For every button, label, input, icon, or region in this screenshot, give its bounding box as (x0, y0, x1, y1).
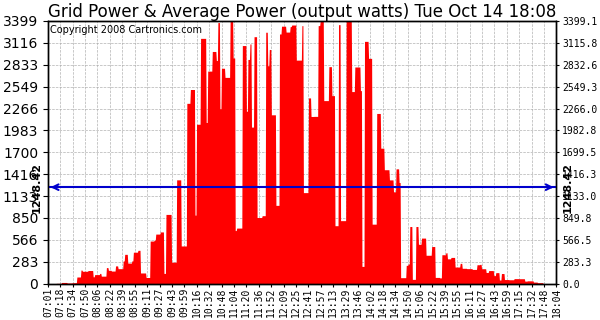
Text: 1248.42: 1248.42 (563, 162, 572, 213)
Title: Grid Power & Average Power (output watts) Tue Oct 14 18:08: Grid Power & Average Power (output watts… (48, 3, 556, 21)
Text: 1248.42: 1248.42 (32, 162, 41, 213)
Text: Copyright 2008 Cartronics.com: Copyright 2008 Cartronics.com (50, 25, 202, 35)
